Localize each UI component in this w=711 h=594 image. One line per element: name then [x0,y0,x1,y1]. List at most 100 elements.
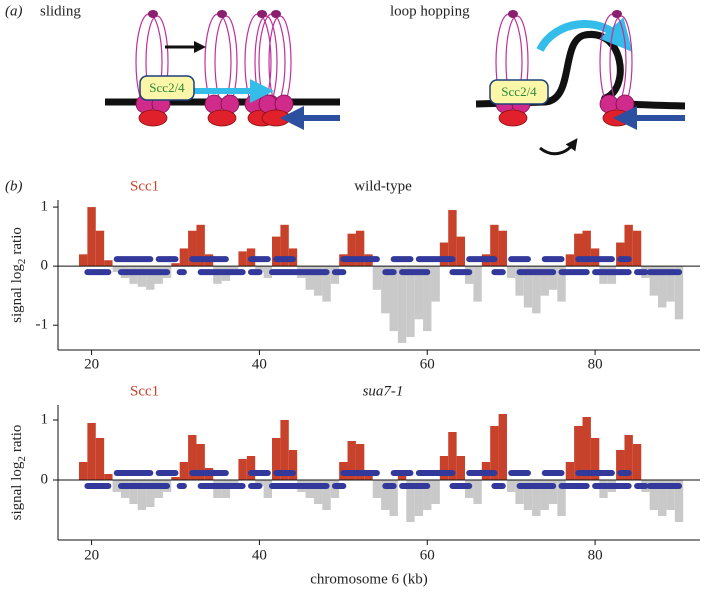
signal-bar [548,266,558,290]
chart: Scc1 sua7-1 0 1 20 40 60 80 signal log2 ratio chro… [9,383,700,587]
signal-bar [280,224,289,267]
signal-bar [305,266,314,290]
signal-bar [347,233,356,267]
signal-bar [272,438,281,480]
signal-bar [523,480,533,510]
panel-a: (a) sliding loop hopping Scc2/4 Scc2/4 [5,3,686,156]
x-tick-label: 60 [420,547,435,563]
signal-bar [523,266,533,308]
signal-bar [565,462,575,480]
signal-bar [423,266,432,332]
y-label-main: signal log [9,461,25,520]
signal-bar [188,230,197,267]
signal-bar [322,266,331,302]
x-tick-label: 20 [84,356,99,372]
cohesin [204,9,240,127]
signal-bar [439,456,449,480]
signal-bar [355,444,365,480]
signal-bar [87,423,96,480]
signal-bar [557,266,566,302]
signal-bar [95,230,105,267]
diagram-title: sliding [40,3,81,19]
cohesin [258,9,294,127]
signal-bar [565,254,575,267]
signal-bar [674,266,684,320]
signal-bar [649,266,659,296]
signal-bar [473,480,482,504]
x-tick-label: 80 [588,547,603,563]
y-axis-label: signal log2 ratio [9,425,27,521]
signal-bar [506,266,516,278]
loader-box [489,79,549,105]
signal-bar [414,480,424,516]
protein-label: Scc1 [130,178,159,194]
signal-bar [658,266,667,308]
y-tick-label: 0 [41,471,49,487]
x-tick-label: 60 [420,356,435,372]
signal-bar [137,266,147,287]
signal-bar [355,230,365,267]
signal-bar [448,432,457,480]
chart-title: wild-type [354,178,412,194]
signal-bar [414,266,424,320]
signal-bar [649,480,659,510]
loader-label: Scc2/4 [501,84,537,99]
signal-bar [246,456,256,480]
signal-bar [381,266,390,314]
panel-label: (a) [5,3,23,19]
signal-bar [666,266,675,302]
signal-bar [590,438,600,480]
signal-bar [171,263,180,267]
signal-bar [490,426,499,480]
signal-bar [78,462,88,480]
protein-label: Scc1 [130,383,159,399]
signal-bar [112,266,121,273]
y-label-main: signal log [9,264,25,323]
signal-bar [381,480,390,510]
signal-bar [255,266,264,273]
signal-bar [263,266,272,278]
signal-bar [389,266,398,332]
y-label-sub: 2 [16,259,28,265]
y-tick-label: 0 [41,258,49,274]
signal-bar [582,417,591,480]
signal-bar [557,480,566,516]
y-label-sub: 2 [16,456,28,462]
chart-title: sua7-1 [363,383,404,399]
signal-bar [238,459,247,480]
signal-bar [448,210,457,267]
signal-bar [658,480,667,516]
signal-bar [574,233,583,267]
signal-bar [397,474,407,480]
signal-bar [179,248,189,267]
signal-bar [313,266,323,296]
signal-bar [456,236,466,267]
signal-bar [616,450,625,480]
diagram-title: loop hopping [390,3,470,19]
x-axis-label: chromosome 6 (kb) [310,571,427,587]
signal-bar [632,230,642,267]
signal-bar [456,456,466,480]
signal-bar [230,266,239,273]
signal-bar [322,480,331,510]
signal-bar [313,480,323,504]
signal-bar [431,480,440,504]
signal-bar [288,450,298,480]
y-tick-label: 1 [41,199,49,215]
signal-bar [632,444,642,480]
signal-bar [146,480,155,507]
y-label-rest: ratio [9,425,25,453]
signal-bar [624,435,633,480]
signal-bar [406,266,415,338]
signal-bar [238,251,247,267]
signal-bar [532,266,541,314]
signal-bar [389,480,398,516]
signal-bar [196,444,205,480]
y-tick-label: -1 [36,317,49,333]
signal-bar [498,414,507,480]
signal-bar [179,462,189,480]
y-tick-label: 1 [41,411,49,427]
signal-bar [406,480,415,522]
signal-bar [87,207,96,267]
signal-bar [548,480,558,504]
